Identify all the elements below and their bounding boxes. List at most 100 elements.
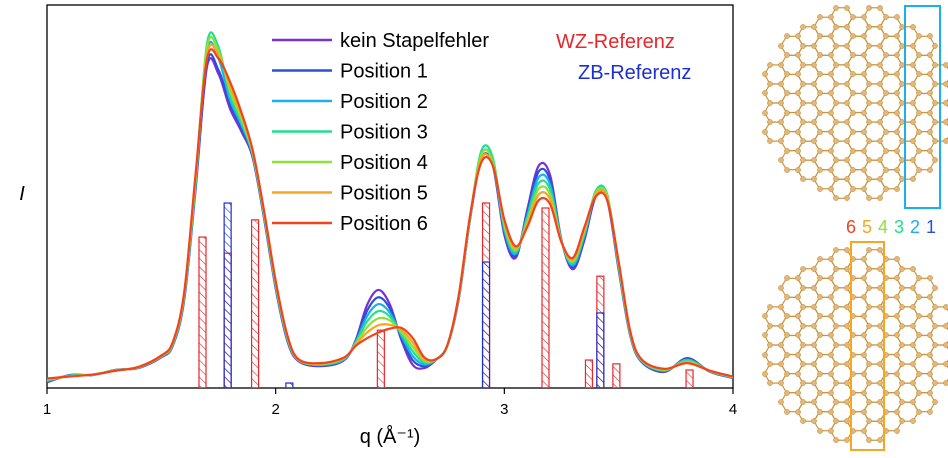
atom: [932, 62, 938, 68]
x-tick-label: 2: [271, 401, 279, 418]
atom: [833, 437, 839, 443]
atom: [828, 294, 834, 300]
atom: [844, 119, 850, 125]
atom: [817, 332, 823, 338]
atom: [910, 418, 916, 424]
atom: [844, 380, 850, 386]
reference-bar: [376, 329, 385, 388]
atom: [877, 247, 883, 253]
atom: [828, 332, 834, 338]
atom: [910, 24, 916, 30]
atom: [927, 294, 933, 300]
atom: [844, 43, 850, 49]
atom: [894, 33, 900, 39]
atom: [927, 275, 933, 281]
atom: [833, 380, 839, 386]
reference-bar: [584, 359, 594, 388]
atom: [850, 33, 856, 39]
atom: [850, 167, 856, 173]
atom: [861, 71, 867, 77]
atom: [784, 275, 790, 281]
atom: [833, 24, 839, 30]
x-tick-label: 4: [729, 401, 737, 418]
atom: [866, 138, 872, 144]
atom: [800, 266, 806, 272]
atom: [883, 14, 889, 20]
atom: [762, 371, 768, 377]
atom: [927, 71, 933, 77]
atom: [800, 157, 806, 163]
atom: [861, 186, 867, 192]
atom: [800, 43, 806, 49]
atom: [916, 33, 922, 39]
position-label: 4: [878, 217, 888, 237]
atom: [861, 428, 867, 434]
atom: [784, 294, 790, 300]
atom: [866, 119, 872, 125]
atom: [932, 399, 938, 405]
atom: [932, 380, 938, 386]
atom: [916, 332, 922, 338]
atom: [762, 71, 768, 77]
atom: [817, 371, 823, 377]
atom: [778, 81, 784, 87]
legend-label: kein Stapelfehler: [340, 30, 489, 52]
atom: [850, 71, 856, 77]
atom: [927, 409, 933, 415]
atom: [800, 62, 806, 68]
atom: [828, 390, 834, 396]
atom: [800, 24, 806, 30]
atom: [784, 71, 790, 77]
atom: [910, 43, 916, 49]
atom: [877, 323, 883, 329]
position-label: 1: [926, 217, 936, 237]
atom: [800, 323, 806, 329]
atom: [833, 100, 839, 106]
atom: [844, 399, 850, 405]
atom: [850, 129, 856, 135]
atom: [877, 380, 883, 386]
atom: [833, 247, 839, 253]
atom: [817, 256, 823, 262]
atom: [833, 195, 839, 201]
atom: [844, 266, 850, 272]
atom: [778, 138, 784, 144]
atom: [899, 399, 905, 405]
atom: [828, 186, 834, 192]
atom: [943, 62, 948, 68]
atom: [883, 148, 889, 154]
atom: [817, 129, 823, 135]
atom: [833, 266, 839, 272]
atom: [894, 90, 900, 96]
atom: [866, 43, 872, 49]
atom: [778, 157, 784, 163]
atom: [828, 71, 834, 77]
reference-bar: [223, 202, 232, 388]
atom: [866, 323, 872, 329]
atom: [817, 167, 823, 173]
atom: [844, 62, 850, 68]
atom: [811, 24, 817, 30]
atom: [877, 100, 883, 106]
atom: [811, 100, 817, 106]
atom: [877, 195, 883, 201]
atom: [861, 110, 867, 116]
atom: [861, 52, 867, 58]
atom: [844, 323, 850, 329]
atom: [861, 33, 867, 39]
atom: [894, 275, 900, 281]
atom: [762, 352, 768, 358]
atom: [784, 52, 790, 58]
atom: [927, 352, 933, 358]
atom: [899, 43, 905, 49]
atom: [784, 332, 790, 338]
atom: [894, 148, 900, 154]
atom: [916, 167, 922, 173]
atom: [828, 371, 834, 377]
atom: [883, 33, 889, 39]
legend-label: ZB-Referenz: [578, 62, 691, 84]
atom: [850, 90, 856, 96]
atom: [899, 81, 905, 87]
atom: [828, 33, 834, 39]
atom: [817, 313, 823, 319]
